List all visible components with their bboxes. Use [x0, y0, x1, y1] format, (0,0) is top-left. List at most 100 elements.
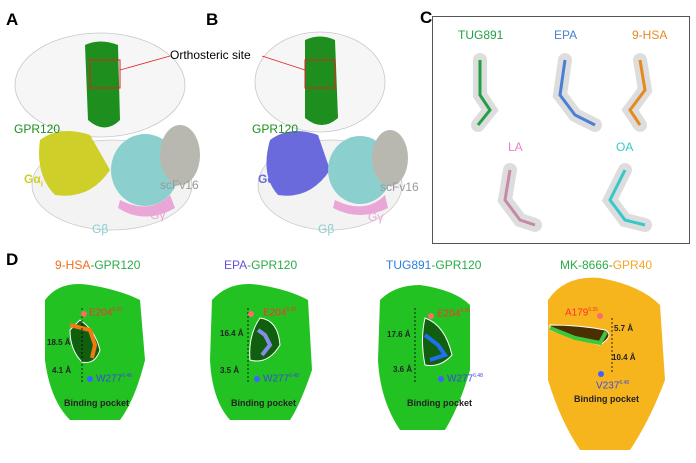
figure-element: Gαi: [24, 172, 43, 188]
figure-element: EPA: [224, 258, 248, 272]
figure-element: [549, 326, 608, 346]
figure-element: [628, 59, 647, 126]
figure-element: [87, 376, 93, 382]
panel-b-scfv-label: scFv16: [380, 180, 419, 194]
binding-pocket-label-1: Binding pocket: [64, 398, 129, 408]
figure-element: E204: [437, 308, 461, 320]
panel-b-map: [254, 31, 408, 231]
panel-a-galpha-sub: i: [40, 179, 43, 189]
upper-distance-4: 5.7 Å: [614, 324, 634, 333]
figure-element: [118, 195, 175, 217]
panel-b-letter: B: [206, 10, 219, 29]
figure-element: [333, 195, 388, 215]
figure-element: E204: [263, 307, 287, 319]
figure-element: [304, 59, 336, 89]
panel-a-ggamma-label: Gγ: [150, 208, 166, 222]
figure-element: [266, 131, 330, 196]
figure-element: MK-8666: [560, 258, 609, 272]
panel-c-densities: [471, 53, 653, 232]
residue-superscript: 6.48: [289, 373, 299, 379]
figure-element: [89, 59, 121, 89]
complex-title-4: MK-8666-GPR40: [560, 258, 652, 272]
upper-distance-1: 18.5 Å: [47, 338, 71, 347]
lower-distance-4: 10.4 Å: [612, 353, 636, 362]
panel-d-surfaces: [45, 277, 665, 450]
top-residue-2: E2045.35: [263, 307, 296, 318]
ligand-label-tug891: TUG891: [458, 28, 504, 42]
residue-superscript: 6.48: [122, 373, 132, 379]
figure-element: [69, 323, 98, 359]
panel-c-box: [432, 16, 690, 244]
top-residue-1: E2045.35: [89, 307, 122, 318]
figure-element: [438, 376, 444, 382]
ligand-label-epa: EPA: [554, 28, 578, 42]
binding-pocket-label-4: Binding pocket: [574, 394, 639, 404]
figure-element: [119, 55, 171, 71]
upper-distance-2: 16.4 Å: [220, 329, 244, 338]
figure-element: [423, 333, 449, 362]
figure-element: [608, 169, 646, 227]
panel-a-map: [14, 32, 200, 231]
figure-element: GPR120: [435, 258, 482, 272]
binding-pocket-label-2: Binding pocket: [231, 398, 296, 408]
panel-a-gbeta-label: Gβ: [92, 222, 109, 236]
lower-distance-2: 3.5 Å: [220, 366, 240, 375]
figure-element: [39, 131, 110, 196]
panel-b-receptor-label: GPR120: [252, 122, 299, 136]
panel-a-scfv-label: scFv16: [160, 178, 199, 192]
panel-a-galpha-label: Gα: [24, 172, 41, 186]
figure-element: [558, 59, 596, 127]
figure-element: -: [608, 258, 613, 272]
panel-b-gbeta-label: Gβ: [318, 222, 335, 236]
panel-d-letter: D: [6, 250, 19, 269]
figure-element: GPR40: [612, 258, 653, 272]
bottom-residue-3: W2776.48: [447, 373, 483, 384]
binding-pocket-label-3: Binding pocket: [407, 398, 472, 408]
figure-element: [305, 36, 338, 125]
figure-element: [261, 55, 306, 71]
ligand-label-9hsa: 9-HSA: [632, 28, 668, 42]
residue-superscript: 6.48: [473, 373, 483, 379]
panel-b-galpha-sub: iq: [274, 179, 282, 189]
panel-a-orthosteric-label: Orthosteric site: [170, 48, 251, 62]
panel-b-ggamma-label: Gγ: [368, 210, 384, 224]
figure-element: Gαiq: [258, 172, 282, 188]
figure-element: [548, 277, 665, 450]
figure-element: [597, 313, 603, 319]
figure-element: -: [247, 258, 252, 272]
figure-element: W277: [263, 373, 290, 385]
figure-element: W277: [447, 373, 474, 385]
figure-element: -: [431, 258, 436, 272]
figure-element: V237: [596, 380, 620, 392]
figure-element: [249, 317, 281, 362]
residue-superscript: 6.48: [619, 380, 630, 386]
top-residue-4: A1795.35: [565, 307, 598, 318]
lower-distance-3: 3.6 Å: [393, 365, 413, 374]
complex-title-1: 9-HSA-GPR120: [55, 258, 140, 272]
lower-distance-1: 4.1 Å: [52, 366, 72, 375]
panel-b-galpha-label: Gα: [258, 172, 275, 186]
figure-element: [85, 41, 120, 128]
ligand-label-la: LA: [508, 140, 523, 154]
complex-title-3: TUG891-GPR120: [386, 258, 481, 272]
figure-element: [503, 169, 536, 227]
figure-element: [160, 125, 200, 185]
ligand-label-oa: OA: [616, 140, 634, 154]
figure-element: [248, 311, 254, 317]
figure-element: GPR120: [251, 258, 298, 272]
figure-element: W277: [96, 373, 123, 385]
upper-distance-3: 17.6 Å: [387, 330, 411, 339]
figure-element: [476, 60, 492, 126]
residue-superscript: 5.35: [286, 307, 297, 313]
figure-element: [254, 376, 260, 382]
figure-element: GPR120: [94, 258, 141, 272]
bottom-residue-2: W2776.48: [263, 373, 299, 384]
panel-c-letter: C: [420, 8, 433, 27]
residue-superscript: 5.35: [112, 307, 123, 313]
residue-superscript: 5.35: [588, 307, 599, 313]
panel-a-letter: A: [6, 10, 19, 29]
figure-element: [256, 328, 273, 357]
figure-element: A179: [565, 307, 589, 319]
